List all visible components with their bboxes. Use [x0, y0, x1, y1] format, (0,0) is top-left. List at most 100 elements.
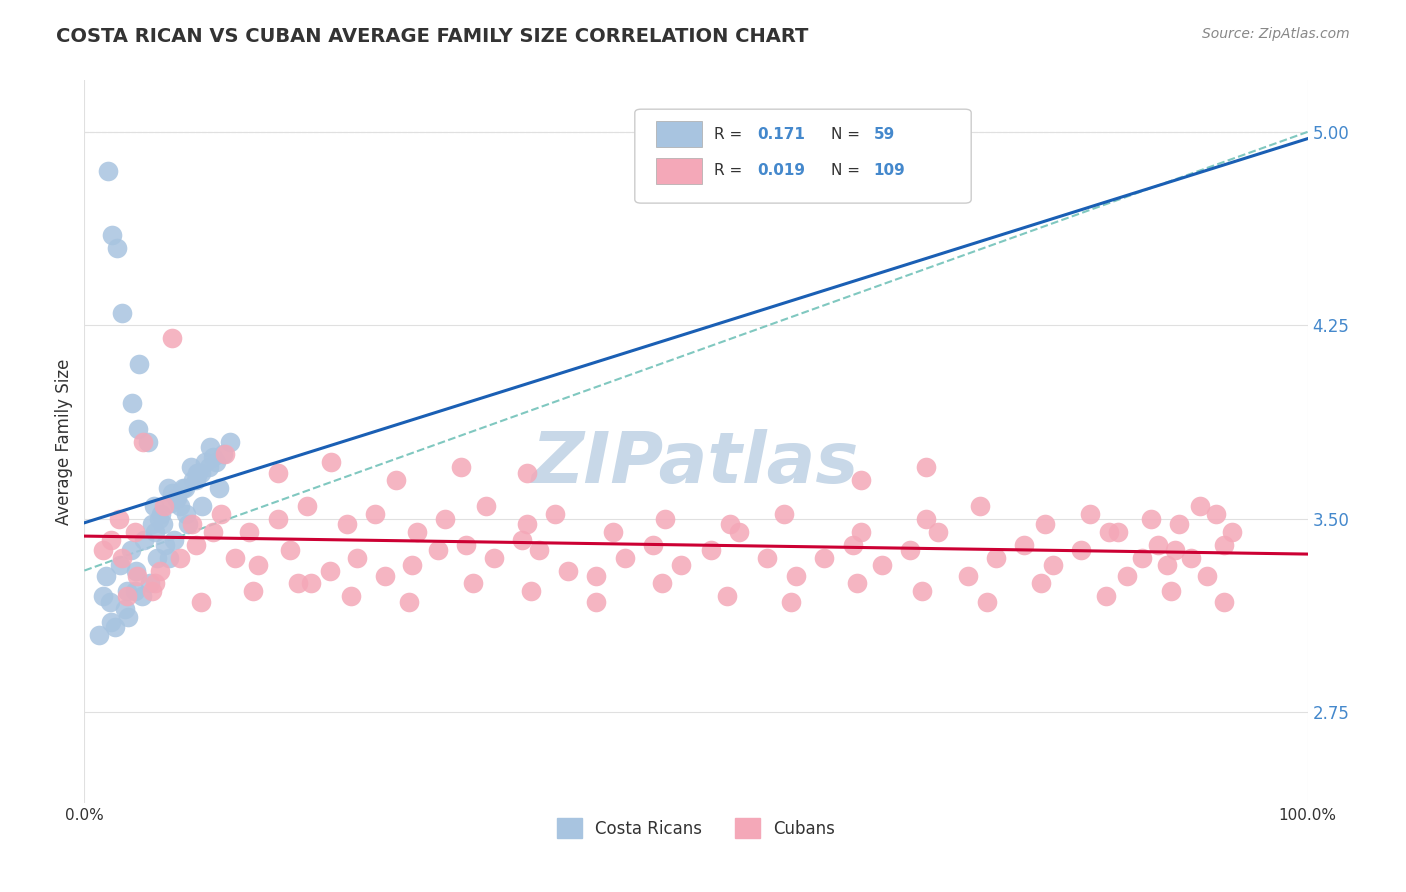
Point [266, 512, 288, 526]
Point [1094, 590, 1116, 604]
Point [614, 550, 637, 565]
Point [1012, 538, 1035, 552]
Legend: Costa Ricans, Cubans: Costa Ricans, Cubans [550, 812, 842, 845]
Point [755, 550, 778, 565]
Text: 109: 109 [873, 163, 905, 178]
Point [153, 499, 176, 513]
Point [191, 499, 214, 513]
Point [108, 558, 131, 573]
Point [976, 594, 998, 608]
Text: Source: ZipAtlas.com: Source: ZipAtlas.com [1202, 27, 1350, 41]
Point [654, 512, 676, 526]
Point [602, 524, 624, 539]
Point [121, 396, 143, 410]
Point [172, 481, 194, 495]
Text: ZIPatlas: ZIPatlas [533, 429, 859, 498]
Point [474, 499, 496, 513]
Point [169, 550, 191, 565]
Point [127, 422, 149, 436]
Point [111, 305, 134, 319]
Point [340, 590, 363, 604]
Point [520, 584, 543, 599]
Point [153, 538, 176, 552]
Point [177, 517, 200, 532]
Point [699, 542, 721, 557]
Point [163, 533, 186, 547]
Point [727, 524, 749, 539]
Point [100, 533, 122, 547]
Point [1132, 550, 1154, 565]
Point [463, 576, 485, 591]
Point [336, 517, 359, 532]
Point [107, 512, 129, 526]
Point [278, 542, 301, 557]
Point [516, 517, 538, 532]
Point [915, 512, 938, 526]
Point [1098, 524, 1121, 539]
Point [125, 568, 148, 582]
Point [184, 473, 207, 487]
Point [450, 460, 472, 475]
Point [1115, 568, 1137, 582]
Point [156, 481, 179, 495]
Point [398, 594, 420, 608]
Point [165, 491, 187, 506]
Point [1205, 507, 1227, 521]
Point [91, 542, 114, 557]
Point [141, 584, 163, 599]
Point [115, 590, 138, 604]
Point [105, 241, 128, 255]
Point [557, 564, 579, 578]
Point [898, 542, 921, 557]
Point [780, 594, 803, 608]
Point [104, 620, 127, 634]
Point [813, 550, 835, 565]
Text: COSTA RICAN VS CUBAN AVERAGE FAMILY SIZE CORRELATION CHART: COSTA RICAN VS CUBAN AVERAGE FAMILY SIZE… [56, 27, 808, 45]
Point [482, 550, 505, 565]
Point [198, 460, 221, 475]
Point [516, 466, 538, 480]
Point [984, 550, 1007, 565]
Point [166, 491, 188, 506]
Point [849, 473, 872, 487]
Point [406, 524, 429, 539]
Point [266, 466, 288, 480]
Point [190, 594, 212, 608]
Y-axis label: Average Family Size: Average Family Size [55, 359, 73, 524]
FancyBboxPatch shape [636, 109, 972, 203]
Point [846, 576, 869, 591]
Point [169, 499, 191, 513]
Point [91, 590, 114, 604]
Point [927, 524, 949, 539]
Point [205, 455, 228, 469]
Point [194, 455, 217, 469]
Point [454, 538, 477, 552]
Text: N =: N = [831, 163, 865, 178]
Text: 59: 59 [873, 127, 894, 142]
Point [143, 576, 166, 591]
Point [321, 455, 343, 469]
Point [214, 447, 236, 461]
Point [115, 584, 138, 599]
Point [141, 517, 163, 532]
Point [173, 481, 195, 495]
Point [120, 542, 142, 557]
Point [773, 507, 796, 521]
Point [716, 590, 738, 604]
Point [128, 357, 150, 371]
Point [1029, 576, 1052, 591]
Point [201, 524, 224, 539]
Point [1164, 542, 1187, 557]
Point [208, 481, 231, 495]
Point [143, 499, 166, 513]
Point [295, 499, 318, 513]
Text: 0.171: 0.171 [758, 127, 806, 142]
Point [718, 517, 741, 532]
Point [651, 576, 673, 591]
Point [152, 517, 174, 532]
Point [96, 568, 118, 582]
Point [346, 550, 368, 565]
Point [1147, 538, 1170, 552]
Point [200, 440, 222, 454]
Point [224, 550, 246, 565]
